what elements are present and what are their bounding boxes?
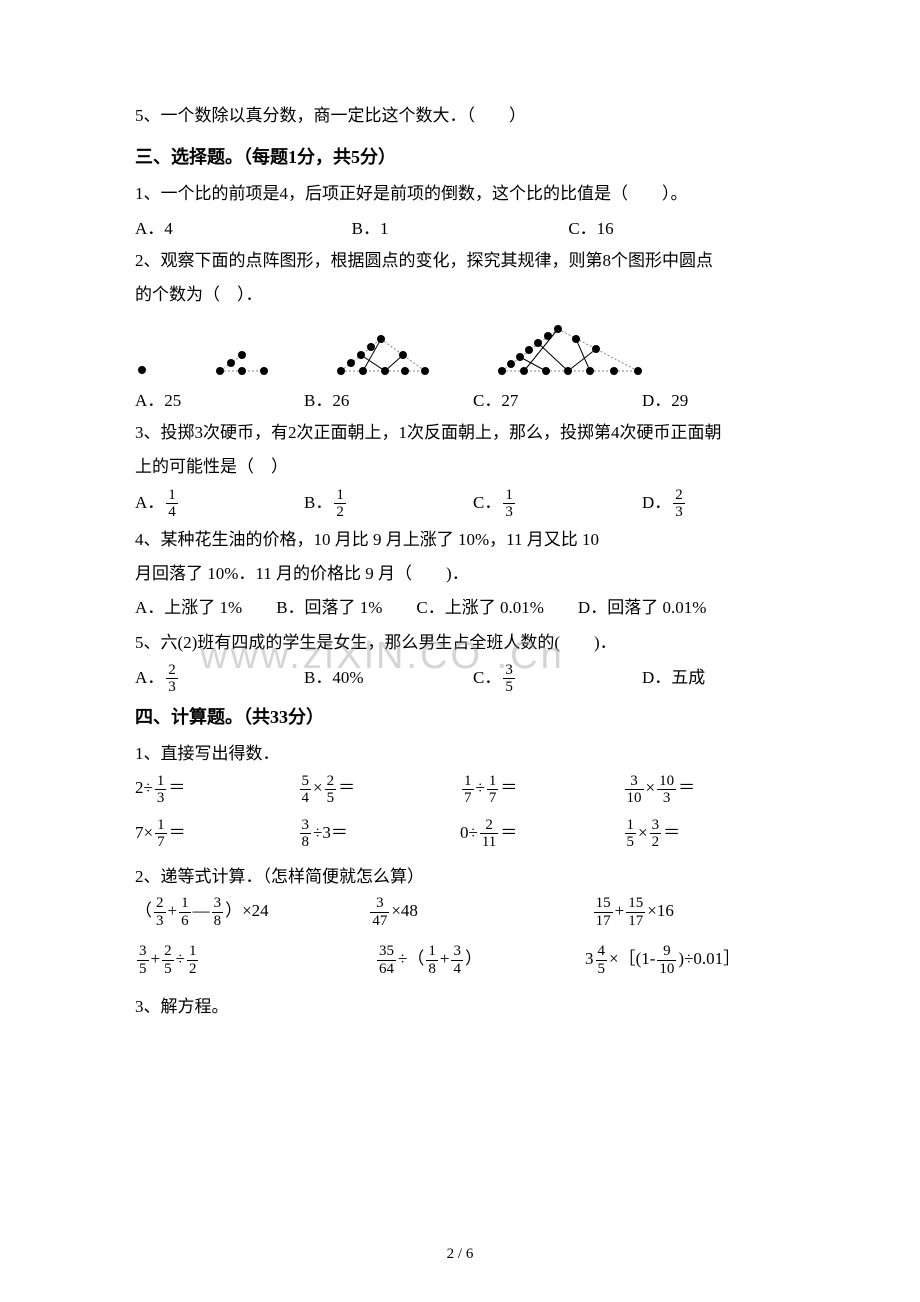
s3q2-line1: 2、观察下面的点阵图形，根据圆点的变化，探究其规律，则第8个图形中圆点 (135, 245, 785, 277)
s3q1-opt-a: A．4 (135, 213, 352, 245)
s3q1-opt-c: C．16 (568, 213, 785, 245)
s4q1-r1c: 17÷17＝ (460, 772, 623, 806)
s3q2-line2: 的个数为（ ）． (135, 279, 785, 311)
s3q5-opt-c: C．35 (473, 662, 642, 696)
s3q3-line1: 3、投掷3次硬币，有2次正面朝上，1次反面朝上，那么，投掷第4次硬币正面朝 (135, 417, 785, 449)
s3q1-opt-b: B．1 (352, 213, 569, 245)
s4q1-r2a: 7×17＝ (135, 817, 298, 851)
dot-pattern-1 (135, 363, 149, 377)
s3q3-opt-a: A．14 (135, 487, 304, 521)
s3q5-opt-b: B．40% (304, 662, 473, 696)
s3q2-opt-a: A．25 (135, 385, 304, 417)
s3q3-line2: 上的可能性是（ ） (135, 451, 785, 483)
s3q1-options: A．4 B．1 C．16 (135, 213, 785, 245)
s3q3-opt-d: D．23 (642, 487, 785, 521)
s3q2-options: A．25 B．26 C．27 D．29 (135, 385, 785, 417)
page-number: 2 / 6 (0, 1240, 920, 1269)
s4q2-r1b: 347×48 (328, 895, 561, 929)
s3q4-options: A．上涨了 1% B．回落了 1% C．上涨了 0.01% D．回落了 0.01… (135, 592, 785, 624)
s3q4-line2: 月回落了 10%．11 月的价格比 9 月（ )． (135, 558, 785, 590)
s4q2-r2a: 35+25÷12 (135, 943, 335, 977)
s4q1-r1b: 54×25＝ (298, 772, 461, 806)
s3q4-line1: 4、某种花生油的价格，10 月比 9 月上涨了 10%，11 月又比 10 (135, 524, 785, 556)
dot-pattern-2 (214, 351, 270, 377)
s3q5-text: 5、六(2)班有四成的学生是女生，那么男生占全班人数的( )． (135, 627, 785, 659)
s4q1-row1: 2÷13＝ 54×25＝ 17÷17＝ 310×103＝ (135, 772, 785, 806)
s3q3-options: A．14 B．12 C．13 D．23 (135, 487, 785, 521)
s3q2-opt-c: C．27 (473, 385, 642, 417)
s4q2-r1c: 1517+1517×16 (562, 895, 785, 929)
s4q1-r1d: 310×103＝ (623, 772, 786, 806)
s4q1-title: 1、直接写出得数． (135, 738, 785, 770)
s4q1-r2c: 0÷211＝ (460, 817, 623, 851)
s3q5-opt-a: A．23 (135, 662, 304, 696)
s3q5-options: A．23 B．40% C．35 D．五成 (135, 662, 785, 696)
s4q1-r1a: 2÷13＝ (135, 772, 298, 806)
s3q5-opt-d: D．五成 (642, 662, 785, 696)
s3q3-opt-b: B．12 (304, 487, 473, 521)
s4q2-title: 2、递等式计算．（怎样简便就怎么算） (135, 861, 785, 893)
section2-q5: 5、一个数除以真分数，商一定比这个数大．（ ） (135, 100, 785, 132)
s4q1-row2: 7×17＝ 38÷3＝ 0÷211＝ 15×32＝ (135, 817, 785, 851)
s4q2-row2: 35+25÷12 3564÷（18+34） 345×［(1-910)÷0.01］ (135, 943, 785, 977)
s3q2-opt-b: B．26 (304, 385, 473, 417)
s3q2-opt-d: D．29 (642, 385, 785, 417)
s4q1-r2d: 15×32＝ (623, 817, 786, 851)
s4q2-r2c: 345×［(1-910)÷0.01］ (575, 943, 785, 977)
s3q1-text: 1、一个比的前项是4，后项正好是前项的倒数，这个比的比值是（ ）。 (135, 178, 785, 210)
dot-pattern-4 (496, 323, 646, 377)
section4-heading: 四、计算题。（共33分） (135, 700, 785, 734)
s4q3-title: 3、解方程。 (135, 991, 785, 1023)
s3q3-opt-c: C．13 (473, 487, 642, 521)
section3-heading: 三、选择题。（每题1分，共5分） (135, 140, 785, 174)
s4q1-r2b: 38÷3＝ (298, 817, 461, 851)
s4q2-r2b: 3564÷（18+34） (335, 943, 575, 977)
dot-pattern-row (135, 322, 785, 377)
dot-pattern-3 (335, 333, 431, 377)
s4q2-row1: （23+16—38）×24 347×48 1517+1517×16 (135, 895, 785, 929)
s4q2-r1a: （23+16—38）×24 (135, 895, 328, 929)
